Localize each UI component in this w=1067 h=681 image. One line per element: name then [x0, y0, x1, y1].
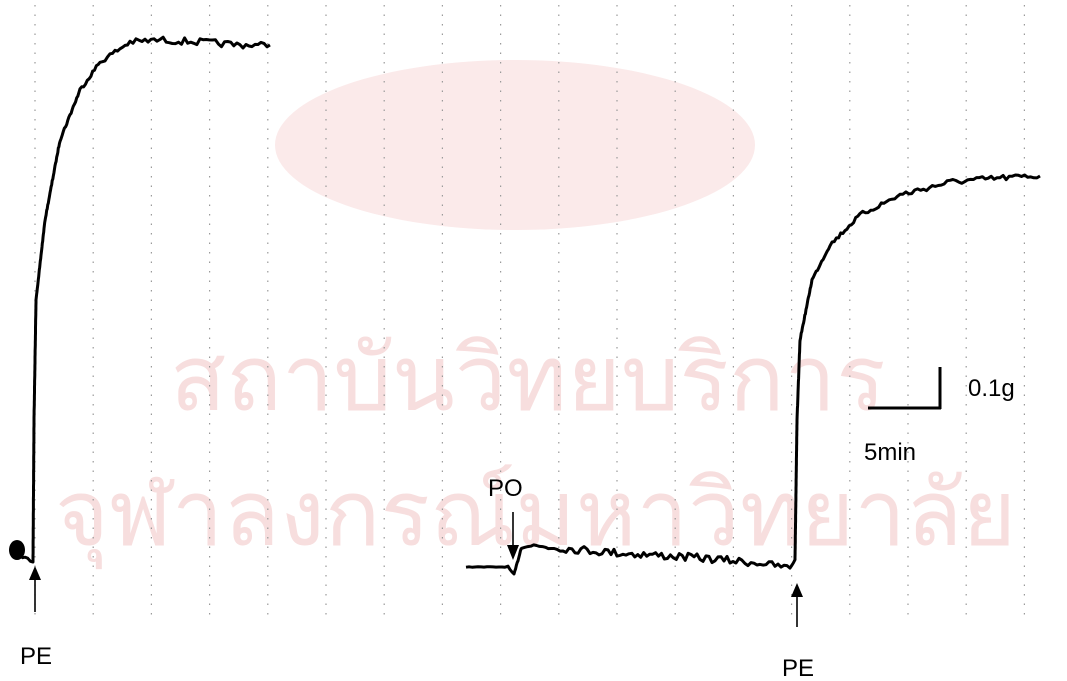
arrow-head — [29, 566, 41, 580]
watermark-text: สถาบันวิทยบริการ — [170, 325, 886, 432]
scale-force-label: 0.1g — [968, 375, 1015, 402]
figure: สถาบันวิทยบริการ จุฬาลงกรณ์มหาวิทยาลัย 0… — [0, 0, 1067, 681]
stimulus-label: PO — [488, 475, 523, 502]
watermark: สถาบันวิทยบริการ จุฬาลงกรณ์มหาวิทยาลัย — [55, 60, 1016, 570]
scale-time-label: 5min — [864, 439, 916, 466]
stimulus-label: PE — [20, 643, 52, 670]
stimulus-label: PE — [782, 655, 814, 681]
watermark-text: จุฬาลงกรณ์มหาวิทยาลัย — [55, 460, 1016, 570]
watermark-emblem — [275, 60, 755, 230]
arrow-head — [791, 583, 803, 597]
trace-start — [9, 540, 25, 560]
